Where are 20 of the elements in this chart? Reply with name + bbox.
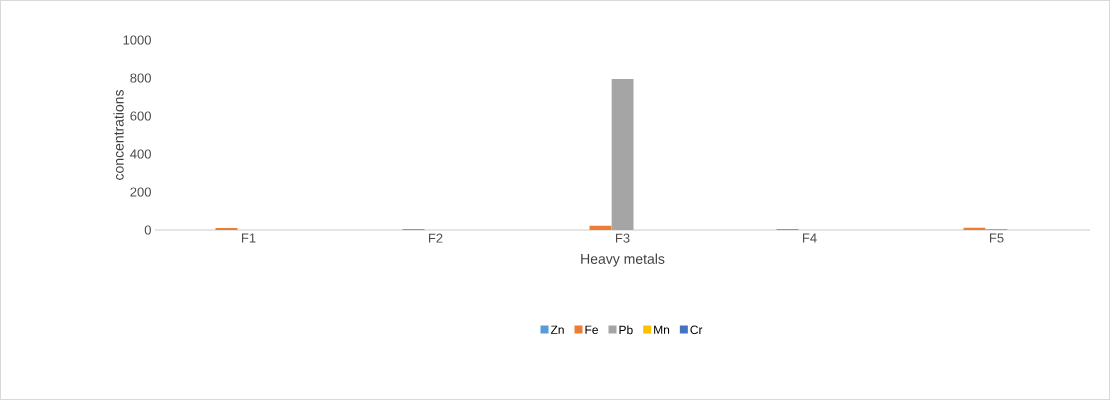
legend-label: Zn	[550, 325, 564, 334]
legend-label: Cr	[690, 325, 703, 335]
y-tick-label: 200	[130, 187, 151, 197]
x-axis-title: Heavy metals	[581, 253, 665, 267]
y-tick-label: 600	[130, 111, 151, 121]
legend-label: Pb	[619, 325, 633, 335]
legend-label: Fe	[585, 325, 598, 334]
y-axis-title: concentrations	[113, 89, 124, 180]
x-tick-label: F1	[241, 233, 256, 243]
x-tick-label: F4	[802, 233, 817, 243]
y-tick-label: 400	[130, 149, 151, 159]
y-tick-label: 1000	[123, 35, 151, 45]
y-tick-label: 0	[144, 225, 151, 235]
x-tick-label: F3	[615, 233, 630, 243]
legend-label: Mn	[654, 325, 670, 334]
y-tick-label: 800	[130, 73, 151, 83]
bar	[611, 78, 634, 230]
x-tick-label: F2	[428, 233, 443, 243]
bar	[589, 225, 612, 230]
x-tick-label: F5	[989, 233, 1004, 243]
